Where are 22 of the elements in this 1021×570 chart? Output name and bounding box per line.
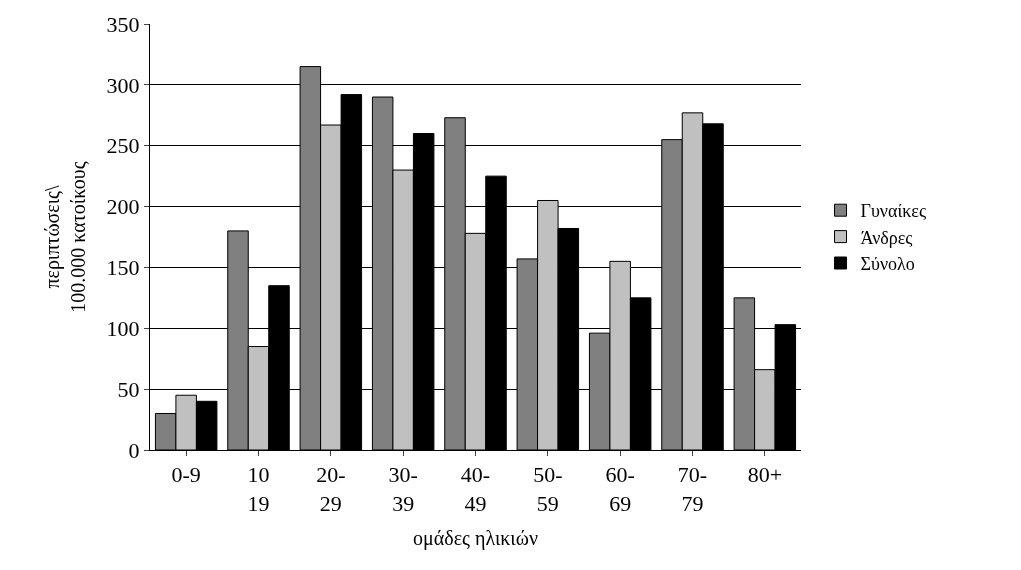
- x-tick-label: 40- 49: [460, 462, 491, 516]
- x-tick-label: 10 19: [247, 462, 270, 516]
- y-axis-title: περιπτώσεις\ 100.000 κατοίκους: [41, 161, 90, 313]
- y-tick-label: 350: [106, 11, 140, 37]
- legend-label: Σύνολο: [860, 254, 915, 275]
- x-tick-label: 30- 39: [388, 462, 418, 516]
- legend-label: Άνδρες: [860, 227, 913, 248]
- x-tick-label: 20- 29: [316, 462, 346, 516]
- y-tick-label: 300: [106, 72, 140, 98]
- x-tick-label: 70- 79: [677, 462, 708, 516]
- legend-label: Γυναίκες: [860, 201, 927, 222]
- x-axis-title: ομάδες ηλικιών: [413, 526, 538, 550]
- y-tick-label: 50: [117, 376, 140, 402]
- y-tick-label: 150: [106, 255, 140, 281]
- y-tick-label: 200: [106, 194, 140, 220]
- x-tick-label: 60- 69: [605, 462, 635, 516]
- x-tick-label: 50- 59: [533, 462, 563, 516]
- y-tick-label: 0: [128, 437, 140, 463]
- x-tick-label: 0-9: [171, 462, 201, 488]
- x-tick-label: 80+: [747, 462, 783, 488]
- y-tick-label: 250: [106, 133, 140, 159]
- y-tick-label: 100: [106, 315, 140, 341]
